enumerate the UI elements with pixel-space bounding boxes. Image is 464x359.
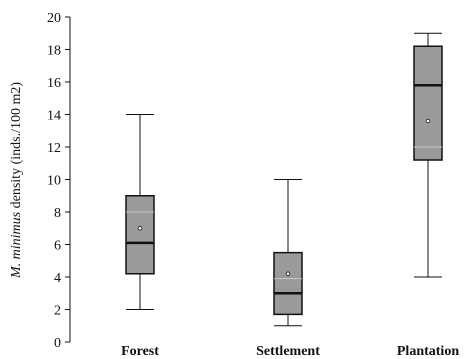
boxes (125, 32, 443, 327)
y-axis: 0 2 4 6 8 10 12 14 16 18 20 (47, 11, 71, 351)
y-tick-label: 18 (47, 44, 61, 59)
y-axis-title-italic: M. minimus (9, 211, 24, 279)
y-axis-title-rest: density (inds./100 m2) (9, 82, 24, 212)
mean-marker (285, 271, 291, 276)
y-tick-label: 2 (54, 304, 61, 319)
y-tick-label: 14 (47, 109, 61, 124)
y-tick-label: 8 (54, 206, 61, 221)
y-tick-label: 12 (47, 141, 61, 156)
y-tick-label: 4 (54, 271, 61, 286)
box-forest (125, 114, 155, 310)
y-tick-label: 10 (47, 174, 61, 189)
y-ticks: 0 2 4 6 8 10 12 14 16 18 20 (47, 11, 70, 351)
category-label-forest: Forest (121, 344, 159, 359)
category-label-settlement: Settlement (256, 344, 320, 359)
y-tick-label: 16 (47, 76, 61, 91)
y-tick-label: 20 (47, 11, 61, 26)
y-tick-label: 0 (54, 336, 61, 351)
box-settlement (273, 179, 303, 327)
category-label-plantation: Plantation (397, 344, 459, 359)
mean-marker (425, 118, 431, 124)
iqr-box (125, 195, 155, 275)
iqr-box (413, 45, 443, 161)
y-axis-title: M. minimus density (inds./100 m2) (9, 82, 24, 279)
iqr-box (273, 251, 303, 316)
category-labels: Forest Settlement Plantation (121, 344, 459, 359)
y-tick-label: 6 (54, 239, 61, 254)
mean-marker (137, 226, 143, 231)
box-plantation (413, 32, 443, 278)
